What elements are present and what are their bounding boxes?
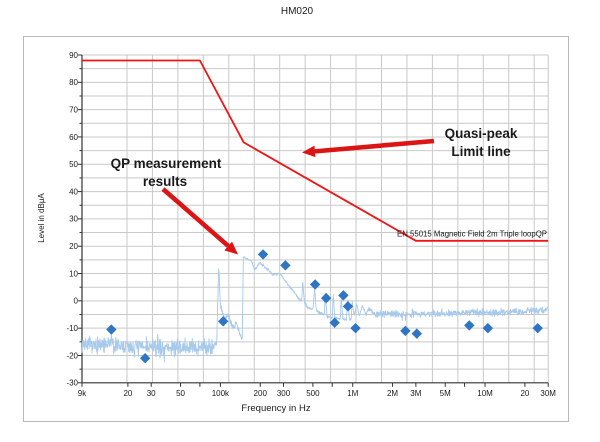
svg-text:30: 30 [69, 215, 78, 224]
qp-marker [532, 322, 543, 334]
qp-result-markers [106, 249, 543, 364]
svg-text:30: 30 [147, 389, 156, 398]
svg-text:30M: 30M [540, 389, 556, 398]
svg-text:200: 200 [254, 389, 268, 398]
qp-marker [411, 328, 423, 339]
qp-marker [309, 279, 321, 290]
annotation-qp-results-line2: results [143, 174, 187, 189]
qp-marker [482, 322, 494, 334]
qp-marker [139, 353, 151, 364]
annotation-quasi-peak-line1: Quasi-peak [445, 126, 518, 141]
svg-text:10: 10 [69, 269, 78, 278]
svg-text:20: 20 [520, 389, 529, 398]
qp-marker [106, 324, 117, 335]
qp-marker [400, 325, 411, 337]
svg-text:2M: 2M [387, 389, 398, 398]
svg-text:60: 60 [69, 133, 78, 142]
svg-text:20: 20 [69, 242, 78, 251]
svg-text:70: 70 [69, 105, 78, 114]
axes [78, 54, 549, 387]
measurement-trace [81, 256, 549, 363]
svg-text:80: 80 [69, 78, 78, 87]
svg-text:10M: 10M [477, 389, 493, 398]
svg-text:-20: -20 [66, 351, 78, 360]
qp-marker [342, 301, 354, 312]
qp-marker [329, 317, 340, 328]
y-tick-labels: -30 -20 -10 0 10 20 30 40 50 60 70 80 90 [66, 51, 78, 388]
svg-text:100k: 100k [212, 389, 230, 398]
svg-text:20: 20 [123, 389, 132, 398]
qp-marker [350, 322, 361, 334]
svg-text:300: 300 [277, 389, 291, 398]
quasi-peak-limit-line [82, 59, 549, 242]
qp-marker [464, 320, 475, 331]
svg-text:5M: 5M [440, 389, 451, 398]
svg-text:-10: -10 [66, 324, 78, 333]
svg-text:1M: 1M [347, 389, 358, 398]
x-axis-label: Frequency in Hz [241, 403, 310, 414]
annotation-arrows [161, 138, 435, 255]
qp-marker [257, 249, 269, 260]
qp-marker [217, 316, 229, 327]
x-tick-labels: 9k 20 30 50 100k 200 300 500 1M 2M 3M 5M 10M 20 30M [78, 389, 557, 398]
limit-line-label: EN 55015 Magnetic Field 2m Triple loopQP [397, 230, 547, 239]
svg-text:9k: 9k [78, 389, 87, 398]
svg-text:-30: -30 [66, 379, 78, 388]
qp-marker [338, 290, 349, 301]
chart-frame [23, 36, 569, 422]
svg-text:40: 40 [69, 187, 78, 196]
svg-text:50: 50 [69, 160, 78, 169]
svg-text:50: 50 [176, 389, 185, 398]
y-axis-label: Level in dBμA [37, 193, 46, 243]
qp-marker [280, 260, 291, 271]
svg-text:0: 0 [74, 297, 79, 306]
svg-text:500: 500 [306, 389, 320, 398]
svg-text:3M: 3M [410, 389, 421, 398]
svg-text:90: 90 [69, 51, 78, 60]
gridlines [82, 54, 549, 383]
chart-title: HM020 [281, 6, 314, 17]
qp-marker [320, 292, 332, 304]
annotation-quasi-peak-line2: Limit line [451, 144, 511, 159]
annotation-qp-results-line1: QP measurement [111, 156, 222, 171]
